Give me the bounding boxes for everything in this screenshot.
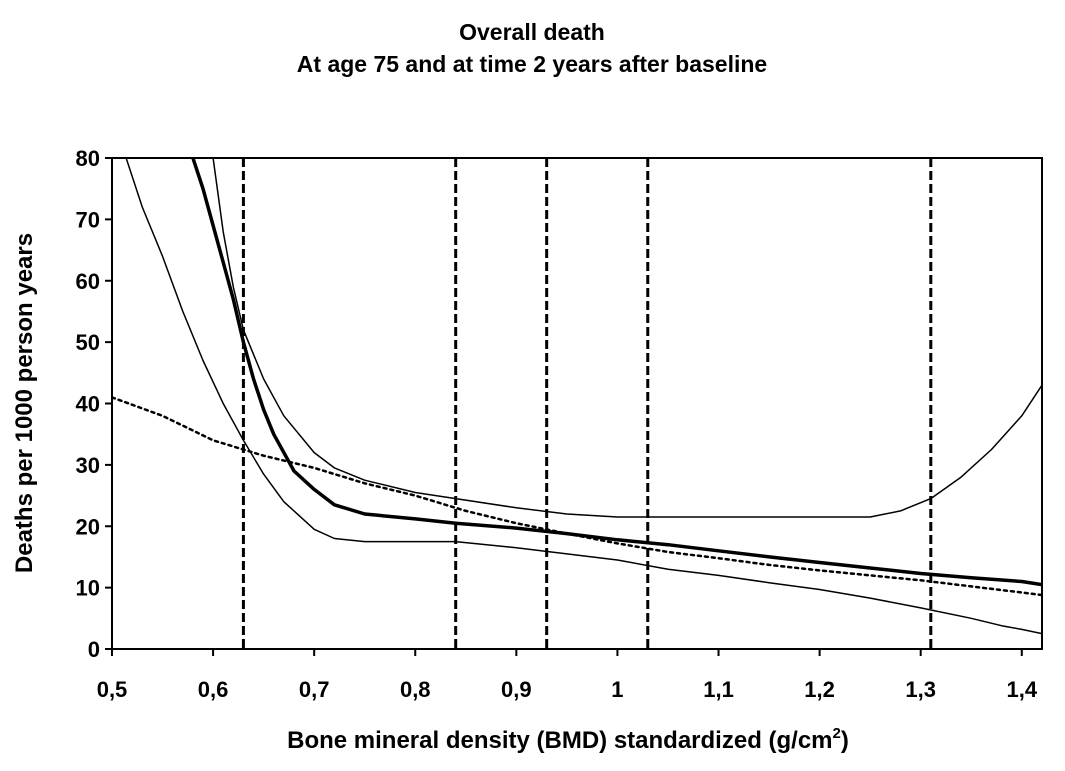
y-tick-label: 30 bbox=[76, 453, 100, 478]
y-tick-label: 0 bbox=[88, 637, 100, 662]
x-tick-label: 1,3 bbox=[905, 677, 936, 702]
x-tick-label: 0,9 bbox=[501, 677, 532, 702]
y-tick-label: 50 bbox=[76, 330, 100, 355]
y-tick-label: 80 bbox=[76, 146, 100, 171]
x-tick-label: 0,6 bbox=[198, 677, 229, 702]
x-axis-label-tail: ) bbox=[841, 727, 849, 754]
y-tick-label: 20 bbox=[76, 514, 100, 539]
series-group bbox=[112, 158, 1042, 635]
series-line-thin-solid-upper bbox=[212, 158, 1042, 518]
y-tick-label: 40 bbox=[76, 392, 100, 417]
series-line-dotted bbox=[112, 396, 1042, 597]
x-tick-label: 1,2 bbox=[804, 677, 835, 702]
chart-title: Overall death bbox=[459, 19, 605, 45]
x-tick-label: 0,5 bbox=[97, 677, 128, 702]
series-line-thin-solid-lower bbox=[125, 158, 1042, 635]
x-tick-label: 1 bbox=[611, 677, 623, 702]
plot-area-frame bbox=[111, 157, 1043, 650]
y-tick-label: 60 bbox=[76, 269, 100, 294]
series-line-bold-solid bbox=[191, 158, 1042, 587]
x-tick-label: 0,8 bbox=[400, 677, 431, 702]
x-tick-label: 0,7 bbox=[299, 677, 330, 702]
y-tick-label: 10 bbox=[76, 576, 100, 601]
x-tick-label: 1,1 bbox=[703, 677, 734, 702]
x-axis: 0,5 0,6 0,7 0,8 0,9 1 1,1 1,2 1,3 1,4 bbox=[97, 649, 1038, 702]
x-tick-label: 1,4 bbox=[1006, 677, 1037, 702]
chart-subtitle: At age 75 and at time 2 years after base… bbox=[297, 51, 767, 77]
y-axis-label: Deaths per 1000 person years bbox=[11, 233, 38, 573]
x-axis-label-main: Bone mineral density (BMD) standardized … bbox=[287, 727, 832, 754]
x-axis-label: Bone mineral density (BMD) standardized … bbox=[287, 725, 849, 754]
x-axis-label-superscript: 2 bbox=[833, 725, 841, 742]
y-axis: 0 10 20 30 40 50 60 70 80 bbox=[76, 146, 112, 662]
vertical-reference-lines bbox=[241, 158, 933, 649]
y-tick-label: 70 bbox=[76, 207, 100, 232]
